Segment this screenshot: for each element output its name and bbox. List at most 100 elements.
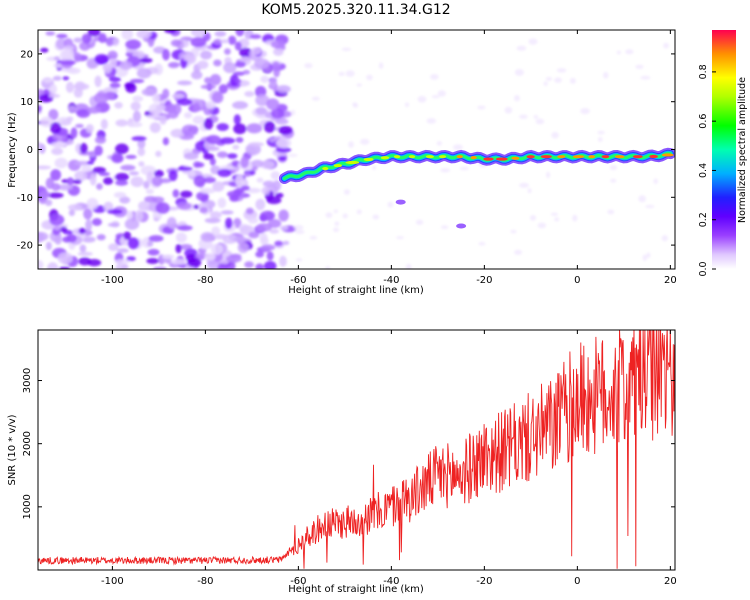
noise-blob [217,263,228,269]
noise-blob [181,124,198,136]
noise-blob [209,211,222,219]
faint-blob [580,107,590,115]
y-tick-label: 0 [27,145,33,156]
noise-blob [108,243,119,251]
noise-blob [81,33,92,44]
noise-blob [92,166,106,174]
faint-blob [478,242,486,246]
noise-blob [176,202,192,210]
noise-blob [103,201,114,212]
noise-blob [66,233,77,243]
noise-blob [213,38,223,46]
noise-blob [220,210,234,215]
x-tick-label: -60 [290,275,306,286]
noise-blob [259,160,276,169]
noise-blob [86,160,94,165]
noise-blob [193,175,206,188]
noise-blob [50,169,62,181]
noise-blob [115,263,129,269]
faint-blob [356,83,363,87]
noise-blob [244,261,254,268]
noise-blob [177,80,193,86]
faint-blob [616,50,621,55]
track-hotspot [483,157,494,161]
noise-blob [54,157,68,169]
faint-blob [396,236,404,240]
noise-blob [94,75,102,88]
noise-blob [214,31,227,37]
track-hotspot [322,167,329,171]
faint-blob [311,96,320,101]
noise-blob [81,164,92,173]
faint-blob [372,165,377,171]
noise-blob [180,190,193,198]
noise-blob [85,123,94,134]
noise-blob [190,37,207,48]
x-tick-label: -100 [101,576,124,587]
noise-blob [62,48,74,60]
noise-blob [270,108,285,119]
noise-blob [75,123,84,128]
noise-blob [57,252,73,265]
y-tick-label: 10 [20,97,33,108]
isolated-blob [395,199,406,205]
noise-blob [162,137,170,146]
faint-blob [516,45,527,51]
noise-blob [269,77,277,87]
noise-blob [235,78,242,84]
x-tick-label: 0 [574,275,580,286]
noise-blob [251,159,264,168]
noise-blob [255,263,264,269]
snr-line [38,330,675,569]
noise-blob [200,84,216,90]
noise-blob [273,47,284,56]
faint-blob [338,71,345,76]
noise-blob [119,61,133,70]
noise-blob [166,216,177,229]
faint-blob [635,64,644,69]
colorbar-gradient [712,30,736,269]
noise-blob [192,115,205,125]
noise-blob [77,251,93,257]
noise-blob [38,231,45,243]
noise-blob [51,147,64,156]
noise-blob [276,137,292,149]
faint-blob [638,195,646,203]
x-tick-label: -20 [476,576,492,587]
track-hotspot [393,155,401,159]
noise-blob [224,217,233,230]
noise-blob [194,162,205,168]
noise-blob [81,236,96,243]
noise-blob [247,187,261,194]
snr-panel: -100 -80 -60 -40 -20 0 20 1000 2000 3000 Height o… [7,329,677,595]
noise-blob [222,234,238,244]
noise-blob [246,123,263,134]
faint-blob [597,130,605,135]
noise-blob [244,90,255,97]
noise-blob [107,222,120,227]
noise-blob [141,88,158,97]
noise-blob [114,259,130,265]
track-hotspot [540,155,552,159]
noise-blob [125,154,137,159]
faint-blob [504,106,513,114]
noise-blob [278,125,293,135]
noise-blob [38,165,51,170]
noise-blob [149,122,161,133]
track-hotspot [614,155,625,159]
noise-blob [205,135,221,145]
faint-blob [554,217,560,222]
noise-blob [153,266,167,269]
faint-blob [459,166,470,171]
noise-blob [55,37,67,50]
noise-blob [170,258,187,266]
snr-frame [37,329,676,571]
noise-blob [147,240,154,247]
faint-blob [546,171,551,179]
noise-blob [210,243,224,255]
noise-blob [182,56,194,62]
noise-blob [176,98,193,106]
faint-blob [295,258,303,262]
noise-blob [114,101,123,109]
faint-blob [603,71,609,79]
